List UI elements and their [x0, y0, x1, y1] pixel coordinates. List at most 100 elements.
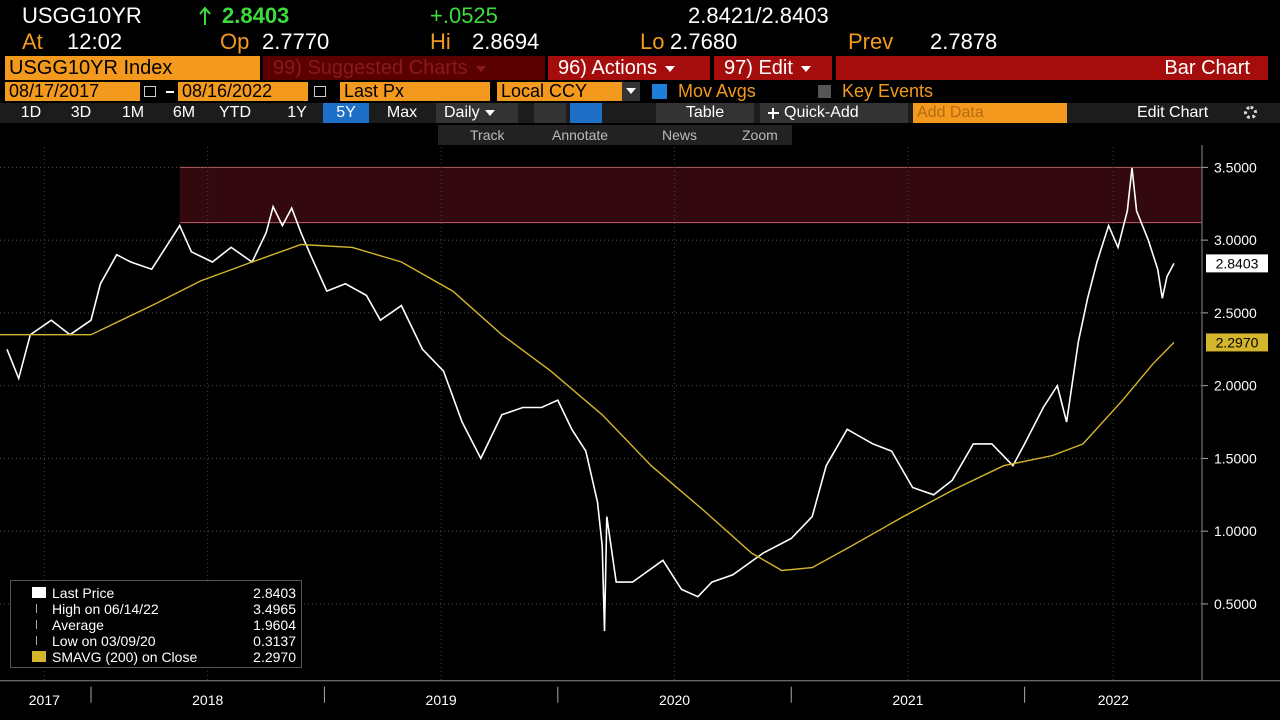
- legend-label: SMAVG (200) on Close: [52, 649, 198, 665]
- x-tick-label: 2018: [192, 692, 223, 708]
- legend: [10, 580, 302, 668]
- legend-label: High on 06/14/22: [52, 601, 159, 617]
- x-tick-label: 2020: [659, 692, 690, 708]
- currency-dropdown[interactable]: [622, 82, 640, 101]
- frequency-text: Daily: [444, 104, 480, 121]
- legend-label: Average: [52, 617, 104, 633]
- mov-avgs-label: Mov Avgs: [678, 82, 756, 101]
- x-tick-label: 2017: [29, 692, 60, 708]
- currency-select[interactable]: Local CCY: [497, 82, 622, 101]
- y-tick-label: 2.5000: [1214, 305, 1257, 321]
- key-events-checkbox[interactable]: [818, 85, 831, 98]
- period-button[interactable]: 1D: [20, 104, 42, 121]
- quick-add-button[interactable]: Quick-Add: [760, 103, 908, 123]
- legend-value: 0.3137: [253, 633, 296, 649]
- last-value-tag: [1206, 333, 1268, 352]
- high: 2.8694: [472, 29, 540, 54]
- legend-value: 3.4965: [253, 601, 296, 617]
- edit-menu[interactable]: 97) Edit: [714, 56, 832, 80]
- y-tick-label: 1.5000: [1214, 450, 1257, 466]
- field-text: Last Px: [344, 82, 405, 101]
- security-field[interactable]: USGG10YR Index: [5, 56, 260, 80]
- y-tick-label: 3.0000: [1214, 232, 1257, 248]
- period-button[interactable]: 1M: [121, 104, 145, 121]
- security: USGG10YR Index: [9, 57, 173, 79]
- x-tick-label: 2022: [1098, 692, 1129, 708]
- plus-icon: [772, 108, 774, 119]
- end-date[interactable]: 08/16/2022: [178, 82, 308, 101]
- last-value-label: 2.8403: [1216, 255, 1259, 271]
- open-label: Op: [220, 29, 250, 54]
- high-label: Hi: [430, 29, 451, 54]
- period-button[interactable]: YTD: [219, 104, 251, 121]
- net-change: +.0525: [430, 3, 498, 28]
- start-date-text: 08/17/2017: [9, 82, 100, 101]
- end-date-text: 08/16/2022: [182, 82, 273, 101]
- legend-value: 2.8403: [253, 585, 296, 601]
- calendar-icon[interactable]: [144, 86, 156, 97]
- tool-button[interactable]: Track: [470, 127, 505, 143]
- start-date[interactable]: 08/17/2017: [5, 82, 140, 101]
- series-line: [0, 243, 1175, 572]
- highlight-band: [179, 167, 1203, 223]
- tool-button[interactable]: News: [662, 127, 698, 143]
- quick-add-text: Quick-Add: [784, 104, 859, 121]
- date-dash: [166, 91, 174, 93]
- edit-chart-button[interactable]: Edit Chart: [1110, 103, 1240, 123]
- open: 2.7770: [262, 29, 330, 54]
- last-value-tag: [1206, 254, 1268, 273]
- ticker: USGG10YR: [22, 3, 142, 28]
- tool-button[interactable]: Annotate: [552, 127, 609, 143]
- edit-label: 97) Edit: [724, 57, 793, 79]
- y-tick-label: 3.5000: [1214, 159, 1257, 175]
- prev: 2.7878: [930, 29, 998, 54]
- legend-icon: [36, 604, 42, 613]
- actions-label: 96) Actions: [558, 57, 657, 79]
- up-arrow: [199, 6, 211, 25]
- calendar-icon[interactable]: [314, 86, 326, 97]
- key-events-label: Key Events: [842, 82, 934, 101]
- time: 12:02: [67, 29, 123, 54]
- period-button[interactable]: Max: [386, 104, 418, 121]
- low: 2.7680: [670, 29, 738, 54]
- legend-icon: [36, 620, 42, 629]
- add-data-field[interactable]: Add Data: [913, 103, 1067, 123]
- legend-swatch: [32, 587, 46, 598]
- last-value-label: 2.2970: [1216, 334, 1259, 350]
- table-button[interactable]: Table: [656, 103, 754, 123]
- x-tick-label: 2021: [892, 692, 923, 708]
- period-button[interactable]: 6M: [172, 104, 196, 121]
- legend-value: 2.2970: [253, 649, 296, 665]
- legend-value: 1.9604: [253, 617, 296, 633]
- mov-avgs-checkbox[interactable]: [652, 84, 667, 99]
- chart-type: Bar Chart: [1164, 57, 1250, 79]
- legend-swatch: [32, 651, 46, 662]
- period-button[interactable]: 5Y: [323, 103, 369, 123]
- low-label: Lo: [640, 29, 665, 54]
- last-price: 2.8403: [222, 3, 290, 28]
- y-tick-label: 0.5000: [1214, 596, 1257, 612]
- period-button[interactable]: 1Y: [287, 104, 307, 121]
- chart: 0.5000 1.0000 1.5000 2.0000 2.5000 3.0000 3.50…: [0, 145, 1280, 708]
- suggested-charts[interactable]: 99) Suggested Charts: [263, 56, 545, 80]
- bar-icon[interactable]: [570, 103, 602, 123]
- y-tick-label: 1.0000: [1214, 523, 1257, 539]
- series-line: [6, 167, 1175, 632]
- actions-menu[interactable]: 96) Actions: [548, 56, 710, 80]
- field-select[interactable]: Last Px: [340, 82, 490, 101]
- x-tick-label: 2019: [426, 692, 457, 708]
- legend-icon: [36, 636, 42, 645]
- tool-bar: [438, 125, 792, 145]
- chart-type-bar: Bar Chart: [836, 56, 1268, 80]
- line-icon[interactable]: [534, 103, 566, 123]
- settings-icon[interactable]: [1244, 106, 1257, 119]
- tool-button[interactable]: Zoom: [742, 127, 778, 143]
- suggested-label: 99) Suggested Charts: [273, 57, 468, 79]
- legend-label: Last Price: [52, 585, 115, 601]
- time-label: At: [22, 29, 43, 54]
- frequency-select[interactable]: Daily: [436, 103, 518, 123]
- table-text: Table: [685, 104, 725, 121]
- period-button[interactable]: 3D: [70, 104, 92, 121]
- currency-text: Local CCY: [501, 82, 588, 101]
